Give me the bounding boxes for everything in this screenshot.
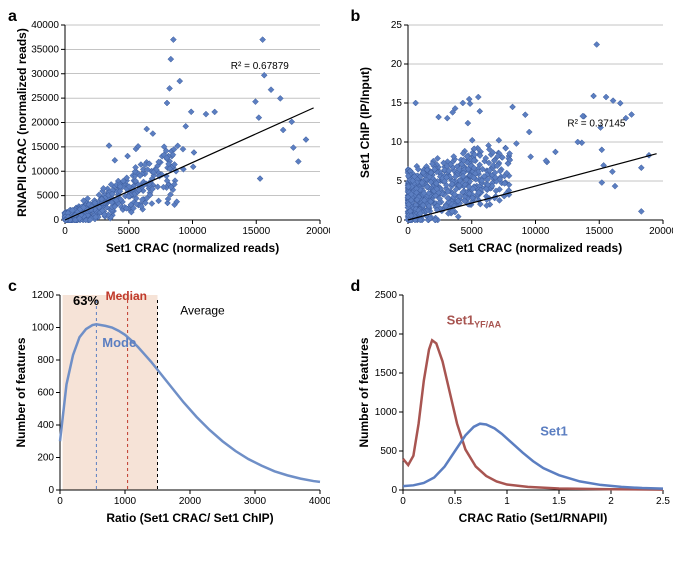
svg-text:10000: 10000 bbox=[31, 166, 59, 177]
svg-text:35000: 35000 bbox=[31, 44, 59, 55]
svg-text:1200: 1200 bbox=[32, 290, 55, 301]
svg-text:500: 500 bbox=[380, 446, 397, 457]
svg-text:400: 400 bbox=[37, 420, 54, 431]
panel-a: a 0 5000 10000 15000 20000 0 5000 10000 15000 200… bbox=[10, 10, 333, 270]
svg-text:600: 600 bbox=[37, 388, 54, 399]
svg-text:20000: 20000 bbox=[649, 226, 673, 237]
svg-text:2500: 2500 bbox=[374, 290, 397, 301]
svg-text:5000: 5000 bbox=[118, 226, 141, 237]
panel-a-label: a bbox=[8, 8, 17, 26]
svg-text:20000: 20000 bbox=[31, 118, 59, 129]
svg-text:15000: 15000 bbox=[242, 226, 270, 237]
scatter-a-svg: 0 5000 10000 15000 20000 0 5000 10000 15000 20000… bbox=[10, 10, 330, 270]
svg-text:CRAC Ratio (Set1/RNAPII): CRAC Ratio (Set1/RNAPII) bbox=[458, 511, 607, 525]
svg-text:Set1 CRAC (normalized reads): Set1 CRAC (normalized reads) bbox=[448, 241, 621, 255]
svg-text:10000: 10000 bbox=[179, 226, 207, 237]
svg-text:2.5: 2.5 bbox=[656, 496, 670, 507]
svg-text:3000: 3000 bbox=[244, 496, 267, 507]
svg-text:0: 0 bbox=[48, 485, 54, 496]
svg-text:0: 0 bbox=[391, 485, 397, 496]
scatter-b-svg: 0 5000 10000 15000 20000 0 5 10 15 20 25 Set1 CRAC … bbox=[353, 10, 673, 270]
panel-d-label: d bbox=[351, 278, 361, 296]
svg-text:200: 200 bbox=[37, 453, 54, 464]
svg-text:10000: 10000 bbox=[521, 226, 549, 237]
svg-text:15000: 15000 bbox=[31, 142, 59, 153]
figure-grid: a 05000100001500020000050001000015000200… bbox=[10, 10, 675, 540]
svg-text:25: 25 bbox=[390, 20, 402, 31]
svg-text:15: 15 bbox=[390, 98, 402, 109]
svg-text:0: 0 bbox=[396, 215, 402, 226]
line-d-svg: 0 0.5 1 1.5 2 2.5 0 500 1000 1500 2000 2500 CRAC Rat… bbox=[353, 280, 673, 540]
svg-text:1000: 1000 bbox=[114, 496, 137, 507]
svg-text:2000: 2000 bbox=[179, 496, 202, 507]
svg-text:Set1: Set1 bbox=[540, 423, 567, 438]
svg-text:1: 1 bbox=[504, 496, 510, 507]
svg-text:4000: 4000 bbox=[309, 496, 330, 507]
svg-text:0: 0 bbox=[53, 215, 59, 226]
svg-text:20000: 20000 bbox=[306, 226, 330, 237]
svg-text:1000: 1000 bbox=[374, 407, 397, 418]
svg-text:RNAPII CRAC (normalized reads): RNAPII CRAC (normalized reads) bbox=[15, 28, 29, 217]
panel-b: b 0 5000 10000 15000 20000 0 5 10 15 20 25 Set1 CRA… bbox=[353, 10, 676, 270]
svg-text:63%: 63% bbox=[73, 293, 99, 308]
panel-c-label: c bbox=[8, 278, 17, 296]
svg-text:800: 800 bbox=[37, 355, 54, 366]
svg-text:Number of features: Number of features bbox=[14, 337, 28, 447]
svg-text:Median: Median bbox=[106, 289, 147, 303]
svg-text:25000: 25000 bbox=[31, 93, 59, 104]
svg-text:Number of features: Number of features bbox=[357, 337, 371, 447]
svg-text:Set1 ChIP (IP/Input): Set1 ChIP (IP/Input) bbox=[358, 67, 372, 178]
svg-text:Average: Average bbox=[180, 304, 225, 318]
svg-text:0: 0 bbox=[62, 226, 68, 237]
svg-text:1500: 1500 bbox=[374, 368, 397, 379]
svg-text:1000: 1000 bbox=[32, 323, 55, 334]
svg-text:1.5: 1.5 bbox=[552, 496, 566, 507]
svg-text:0: 0 bbox=[405, 226, 411, 237]
svg-text:15000: 15000 bbox=[585, 226, 613, 237]
panel-b-label: b bbox=[351, 8, 361, 26]
svg-text:30000: 30000 bbox=[31, 69, 59, 80]
svg-text:2000: 2000 bbox=[374, 329, 397, 340]
svg-text:2: 2 bbox=[608, 496, 614, 507]
line-c-svg: 0 1000 2000 3000 4000 0 200 400 600 800 1000 1200 Ra… bbox=[10, 280, 330, 540]
svg-text:40000: 40000 bbox=[31, 20, 59, 31]
svg-text:Set1 CRAC (normalized reads): Set1 CRAC (normalized reads) bbox=[106, 241, 279, 255]
svg-text:20: 20 bbox=[390, 59, 402, 70]
svg-text:R² = 0.37145: R² = 0.37145 bbox=[567, 118, 626, 129]
svg-text:0: 0 bbox=[400, 496, 406, 507]
svg-text:Mode: Mode bbox=[102, 335, 136, 350]
svg-text:5000: 5000 bbox=[460, 226, 483, 237]
panel-d: d 0 0.5 1 1.5 2 2.5 0 500 1000 1500 2000 2500 CRAC R… bbox=[353, 280, 676, 540]
svg-text:10: 10 bbox=[390, 137, 402, 148]
svg-text:0.5: 0.5 bbox=[448, 496, 462, 507]
svg-text:5000: 5000 bbox=[37, 191, 60, 202]
svg-text:5: 5 bbox=[396, 176, 402, 187]
svg-text:R² = 0.67879: R² = 0.67879 bbox=[231, 61, 290, 72]
svg-text:0: 0 bbox=[57, 496, 63, 507]
panel-c: c 0 1000 2000 3000 4000 0 200 400 600 800 1000 1200… bbox=[10, 280, 333, 540]
svg-text:Set1YF/AA: Set1YF/AA bbox=[446, 313, 501, 330]
svg-text:Ratio (Set1 CRAC/ Set1 ChIP): Ratio (Set1 CRAC/ Set1 ChIP) bbox=[106, 511, 273, 525]
